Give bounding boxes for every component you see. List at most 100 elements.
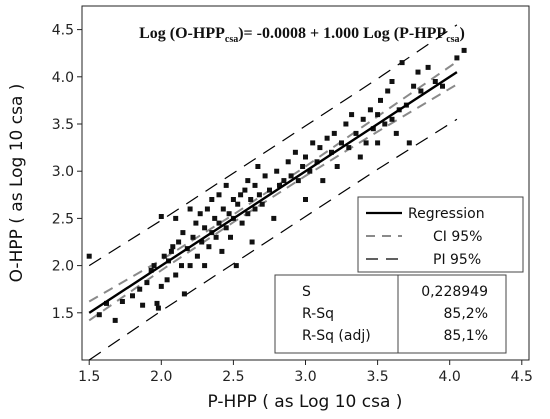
legend-label-pi: PI 95% xyxy=(433,252,481,268)
data-point xyxy=(363,140,369,146)
x-axis-ticks: 1.5 2.0 2.5 3.0 3.5 4.0 4.5 xyxy=(78,360,533,385)
data-point xyxy=(209,197,215,202)
data-point xyxy=(343,121,349,127)
data-point xyxy=(393,130,399,136)
data-point xyxy=(180,230,186,236)
stat-value-rsq-adj: 85,1% xyxy=(444,328,488,344)
data-point xyxy=(176,239,182,245)
data-point xyxy=(206,244,212,250)
data-point xyxy=(324,135,330,141)
data-point xyxy=(329,149,334,155)
x-tick-label: 4.5 xyxy=(511,369,533,385)
data-point xyxy=(158,214,164,219)
data-point xyxy=(144,280,150,286)
legend: Regression CI 95% PI 95% xyxy=(357,196,524,273)
data-point xyxy=(406,140,412,146)
data-point xyxy=(353,130,359,136)
legend-box xyxy=(357,196,524,273)
regression-line xyxy=(88,71,458,314)
x-tick-label: 4.0 xyxy=(439,369,461,385)
x-tick-label: 2.0 xyxy=(150,369,172,385)
data-point xyxy=(425,64,431,70)
data-point xyxy=(385,88,391,94)
data-point xyxy=(161,253,167,259)
data-point xyxy=(349,112,355,118)
data-point xyxy=(310,140,316,146)
stat-value-rsq: 85,2% xyxy=(444,306,488,322)
data-point xyxy=(367,107,373,113)
data-point xyxy=(193,220,199,226)
data-point xyxy=(303,154,308,160)
stat-value-s: 0,228949 xyxy=(421,284,488,300)
data-point xyxy=(155,305,161,311)
data-point xyxy=(235,201,241,207)
y-axis-label: O-HPP ( as Log 10 csa ) xyxy=(7,84,27,283)
data-point xyxy=(137,286,143,292)
data-point xyxy=(213,234,219,240)
data-point xyxy=(212,215,218,221)
data-point xyxy=(415,69,421,75)
pi-upper-line xyxy=(88,24,458,267)
stats-box xyxy=(274,274,507,354)
data-point xyxy=(262,173,268,179)
data-point xyxy=(320,178,326,184)
data-point xyxy=(233,263,239,269)
x-tick-label: 3.0 xyxy=(294,369,316,385)
y-tick-label: 4.5 xyxy=(52,23,74,39)
data-point xyxy=(339,140,344,146)
data-point xyxy=(285,159,291,165)
data-point xyxy=(164,277,170,283)
data-point xyxy=(418,88,424,94)
data-point xyxy=(216,192,222,198)
data-point xyxy=(190,234,196,240)
data-point xyxy=(194,253,200,259)
x-axis-label: P-HPP ( as Log 10 csa ) xyxy=(208,392,403,412)
data-point xyxy=(317,145,323,151)
data-point xyxy=(245,178,251,184)
data-point xyxy=(248,197,254,202)
legend-label-regression: Regression xyxy=(408,206,485,222)
data-point xyxy=(220,206,226,212)
data-point xyxy=(440,83,445,89)
stat-label-rsq-adj: R-Sq (adj) xyxy=(302,328,371,344)
data-point xyxy=(292,149,298,155)
data-point xyxy=(281,178,287,184)
data-point xyxy=(130,293,135,299)
stat-label-s: S xyxy=(302,284,311,300)
data-point xyxy=(256,192,262,198)
data-point xyxy=(252,182,258,188)
data-point xyxy=(219,248,225,254)
y-tick-label: 3.0 xyxy=(52,164,74,180)
regression-equation: Log (O-HPPcsa)= -0.0008 + 1.000 Log (P-H… xyxy=(139,25,465,45)
data-point xyxy=(300,164,306,169)
data-point xyxy=(104,300,109,306)
ci-lower-line xyxy=(88,83,458,322)
data-point xyxy=(216,220,222,226)
pi-lower-line xyxy=(88,118,458,361)
data-point xyxy=(249,239,255,245)
data-point xyxy=(252,206,258,212)
data-point xyxy=(173,215,179,221)
data-point xyxy=(226,211,232,217)
data-point xyxy=(187,206,193,212)
x-tick-label: 1.5 xyxy=(78,369,100,385)
data-point xyxy=(228,234,233,240)
legend-label-ci: CI 95% xyxy=(433,229,482,245)
data-point xyxy=(259,201,265,207)
data-point xyxy=(454,55,460,61)
data-point xyxy=(378,97,383,103)
y-tick-label: 2.5 xyxy=(52,211,74,227)
data-point xyxy=(346,145,352,151)
stat-label-rsq: R-Sq xyxy=(302,306,334,322)
y-tick-label: 3.5 xyxy=(52,117,74,133)
data-point xyxy=(375,112,381,118)
data-point xyxy=(148,267,154,273)
data-point xyxy=(360,116,366,122)
data-point xyxy=(331,130,337,136)
data-point xyxy=(382,121,388,127)
data-point xyxy=(223,225,229,231)
data-point xyxy=(334,164,340,169)
regression-line-group xyxy=(88,71,458,314)
data-point xyxy=(199,239,205,245)
